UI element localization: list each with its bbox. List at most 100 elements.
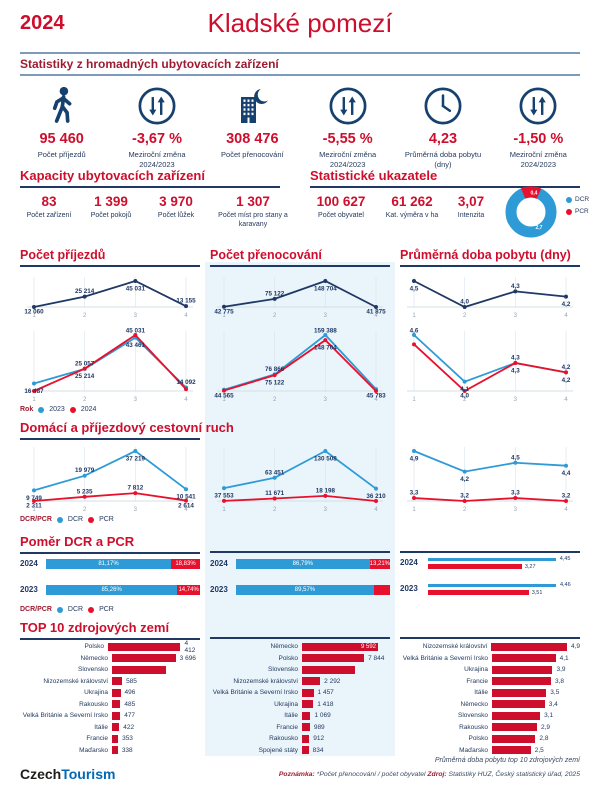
top10-stay-chart: Nizozemské království 4,9 Velká Británie a…: [400, 641, 580, 756]
data-point: [133, 449, 138, 453]
country-label: Maďarsko: [79, 746, 108, 754]
dcr-segment: 86,79%: [236, 558, 370, 569]
top10-row: Maďarsko 2,5: [400, 745, 580, 757]
value-label: 4,9: [570, 643, 580, 651]
pair-bar-stay-ratio: 2024 4,45 3,27 2023 4,46 3,51: [400, 556, 580, 608]
chart-title-nights: Počet přenocování: [210, 248, 390, 267]
data-point: [412, 342, 416, 347]
country-bar: [302, 746, 309, 755]
kpi-label: Meziroční změna 2024/2023: [319, 150, 377, 169]
pcr-segment: 18,83%: [171, 558, 200, 569]
top10-nights-chart: Německo 9 592 Polsko 7 844 Slovensko Nizozems…: [210, 641, 390, 756]
data-point: [222, 486, 226, 491]
x-tick: 4: [184, 313, 188, 319]
value-label: 989: [313, 723, 325, 731]
value-label: 130 508: [314, 456, 337, 463]
line-chart-dcr-arrivals: 1 2 3 4 9 749 19 979 37 219 10 541 2 311 5 235 7 8…: [26, 447, 196, 513]
kpi-label: Meziroční změna 2024/2023: [509, 150, 567, 169]
kpi-intensity: 3,07 Intenzita: [457, 194, 485, 219]
kpi-value: 4,23: [428, 131, 458, 147]
x-tick: 4: [564, 397, 568, 403]
divider: [20, 74, 580, 76]
top10-row: Maďarsko 338: [20, 745, 200, 757]
data-point: [513, 289, 518, 294]
value-label: 585: [126, 677, 137, 685]
country-label: Slovensko: [78, 666, 108, 674]
data-point: [272, 496, 277, 501]
value-label: 4,5: [410, 286, 419, 293]
country-label: Rakousko: [459, 723, 488, 731]
country-bar: [112, 711, 121, 720]
value-label: 2 614: [178, 503, 194, 510]
data-point: [222, 304, 226, 309]
value-label: 63 451: [265, 469, 285, 476]
top10-row: Nizozemské království 4,9: [400, 641, 580, 653]
data-point: [564, 463, 568, 468]
x-tick: 4: [564, 313, 568, 319]
top10-row: Německo 9 592: [210, 641, 390, 653]
data-point: [374, 499, 378, 503]
data-point: [323, 493, 328, 498]
top10-row: Nizozemské království 2 292: [210, 676, 390, 688]
data-point: [513, 361, 518, 365]
value-label: 4,3: [511, 355, 520, 362]
top10-row: Velká Británie a Severní Irsko 477: [20, 710, 200, 722]
kpi-area: 61 262 Kat. výměra v ha: [385, 194, 439, 219]
line-series-2024: [33, 280, 187, 308]
country-label: Itálie: [474, 689, 488, 697]
value-label: 75 122: [265, 290, 285, 297]
value-label: 4,5: [511, 454, 520, 461]
top10-stay-note: Průměrná doba pobytu top 10 zdrojových z…: [434, 757, 580, 764]
czechtourism-logo: CzechTourism: [20, 766, 116, 782]
kpi-nights-change: -5,55 % Meziroční změna 2024/2023: [300, 84, 395, 170]
year-label: 2024: [20, 559, 38, 568]
kpi-value: -5,55 %: [322, 131, 373, 147]
year-label: 2023: [210, 585, 228, 594]
line-series-2024: [223, 338, 377, 392]
country-bar: [302, 700, 314, 709]
year-label: 2023: [20, 585, 38, 594]
pcr-segment: 14,74%: [177, 584, 200, 595]
data-point: [323, 449, 328, 453]
value-label: 4,6: [410, 328, 419, 335]
value-label: 25 057: [75, 360, 95, 367]
country-label: Nizozemské království: [43, 677, 108, 685]
x-tick: 2: [273, 397, 277, 403]
x-tick: 4: [374, 397, 378, 403]
x-tick: 2: [273, 507, 277, 513]
top10-row: Ukrajina 3,9: [400, 664, 580, 676]
top10-row: Francie 353: [20, 733, 200, 745]
year-label: 2024: [210, 559, 228, 568]
dcr-value-label: 4,45: [559, 556, 571, 562]
line-chart-nights-years: 1 2 3 4 44 565 76 866 159 388 45 783 75 122 148 7…: [214, 328, 386, 404]
value-label: 834: [312, 746, 324, 754]
x-tick: 4: [184, 507, 188, 513]
kpi-value: 95 460: [39, 131, 84, 147]
top10-row: Ukrajina 496: [20, 687, 200, 699]
data-point: [133, 333, 138, 337]
value-label: 159 388: [314, 328, 337, 335]
x-tick: 3: [324, 507, 328, 513]
page-title: Kladské pomezí: [207, 8, 393, 38]
dcr-bar: [428, 558, 556, 561]
data-point: [564, 499, 568, 503]
data-point: [513, 460, 518, 465]
capacities-title: Kapacity ubytovacích zařízení: [20, 168, 280, 188]
line-series-2024: [33, 333, 187, 392]
line-series-2024: [223, 280, 377, 308]
x-tick: 1: [412, 397, 416, 403]
indicators-row: 100 627 Počet obyvatel 61 262 Kat. výměra …: [305, 194, 495, 220]
top10-row: Polsko 2,8: [400, 733, 580, 745]
country-bar: [492, 700, 545, 709]
dcr-bar: [428, 584, 556, 587]
x-tick: 3: [514, 397, 518, 403]
top10-row: Slovensko: [210, 664, 390, 676]
section-title-top10: TOP 10 zdrojových zemí: [20, 620, 200, 640]
country-bar: [112, 665, 167, 674]
year-2024-dot-icon: [69, 406, 76, 413]
top10-arrivals-chart: Polsko 4 412 Německo 3 696 Slovensko Nizozems…: [20, 640, 200, 757]
ratio-row-2024: 2024 81,17% 18,83%: [20, 558, 200, 569]
pcr-bar: [428, 564, 522, 569]
value-label: 3,2: [460, 493, 469, 500]
data-point: [184, 387, 188, 392]
